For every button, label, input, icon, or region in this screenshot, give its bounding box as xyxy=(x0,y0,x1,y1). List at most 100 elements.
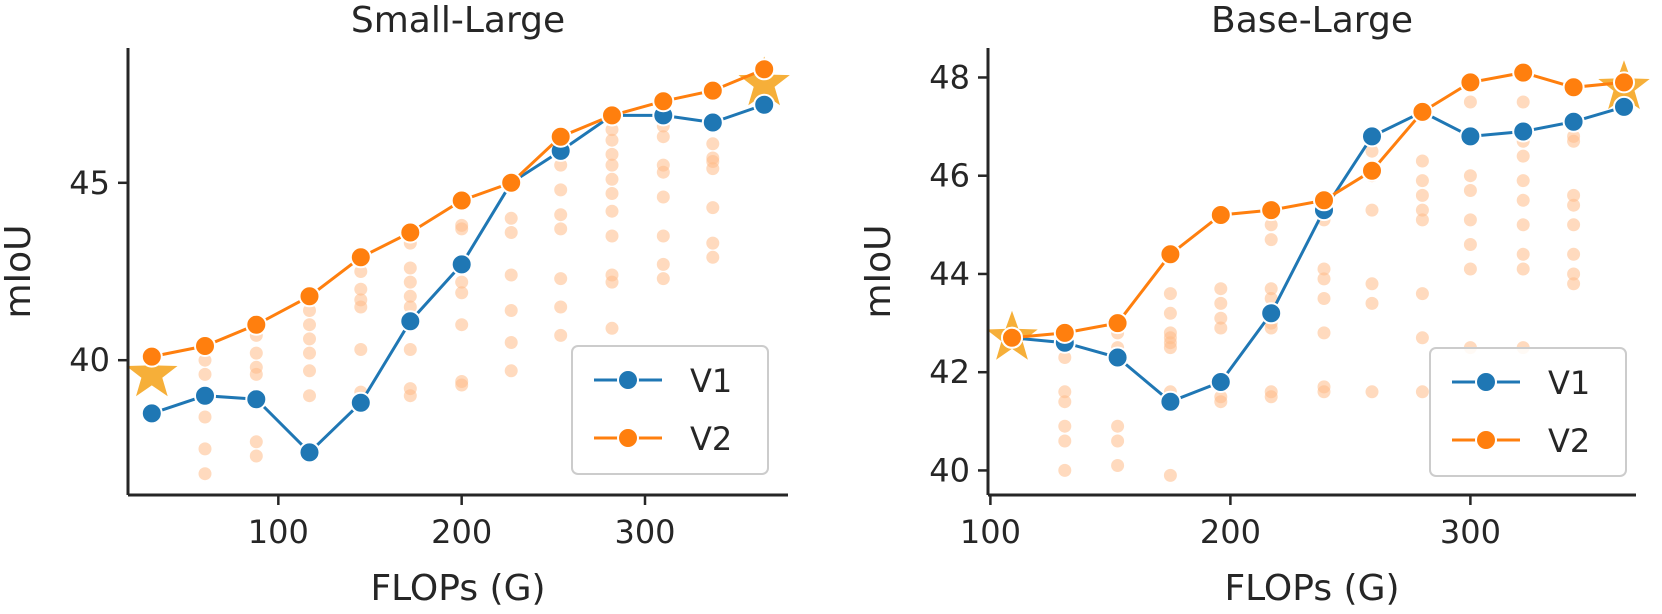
small-large-y-tick-label: 45 xyxy=(69,164,110,202)
base-large-scatter-point xyxy=(1264,321,1278,335)
base-large-scatter-point xyxy=(1567,247,1581,261)
small-large-scatter-point xyxy=(198,442,212,456)
base-large-legend-label: V2 xyxy=(1548,422,1590,460)
small-large-v2-point xyxy=(450,189,473,212)
base-large-scatter-point xyxy=(1415,213,1429,227)
base-large-scatter-point xyxy=(1415,203,1429,217)
base-large-scatter-point xyxy=(1317,262,1331,276)
small-large-scatter-point xyxy=(354,343,368,356)
base-large-y-tick-label: 48 xyxy=(929,58,970,96)
small-large-scatter-point xyxy=(605,123,619,137)
small-large-v2-point xyxy=(601,104,623,127)
small-large-scatter-point xyxy=(403,289,417,303)
base-large-scatter-point xyxy=(1214,311,1228,325)
small-large-v2-point xyxy=(549,125,572,148)
base-large-scatter-point xyxy=(1567,188,1581,202)
base-large-v1-point xyxy=(1209,371,1232,393)
base-large-scatter-point xyxy=(1415,287,1429,301)
base-large-v1-point xyxy=(1613,95,1635,118)
small-large-title: Small-Large xyxy=(351,0,565,41)
small-large-star-marker xyxy=(738,56,790,106)
small-large-v2-point xyxy=(298,285,321,308)
base-large-scatter-point xyxy=(1463,184,1477,197)
small-large-v1-point xyxy=(450,253,473,276)
small-large-v2-point xyxy=(500,171,523,194)
base-large-v1-point xyxy=(1361,125,1383,148)
base-large-v2-point xyxy=(1411,100,1434,123)
small-large-v1-point xyxy=(753,93,776,116)
small-large-scatter-point xyxy=(554,272,568,286)
small-large-v1-point xyxy=(245,388,268,411)
small-large-legend-label: V2 xyxy=(690,420,732,458)
base-large-v1-point xyxy=(1260,302,1283,325)
base-large-x-tick-label: 100 xyxy=(960,513,1021,551)
base-large-scatter-point xyxy=(1516,174,1530,188)
base-large-x-axis-label: FLOPs (G) xyxy=(1224,568,1399,609)
small-large-scatter-point xyxy=(249,435,263,449)
base-large-legend-box xyxy=(1429,347,1627,477)
small-large-x-tick-label: 100 xyxy=(248,513,309,551)
small-large-scatter-point xyxy=(504,336,518,349)
small-large-scatter-point xyxy=(198,353,212,367)
base-large-scatter-point xyxy=(1111,434,1125,448)
small-large-v1-point xyxy=(140,402,163,425)
base-large-x-tick-label: 200 xyxy=(1200,513,1261,551)
small-large-scatter-point xyxy=(605,133,619,147)
base-large-legend-marker xyxy=(1475,429,1497,451)
base-large-scatter-point xyxy=(1365,203,1379,217)
base-large-scatter-point xyxy=(1415,174,1429,188)
base-large-v2-point xyxy=(1512,61,1535,84)
base-large-legend-marker xyxy=(1475,371,1497,393)
small-large-scatter-point xyxy=(656,272,670,286)
base-large-v1-point xyxy=(1159,390,1182,413)
small-large-scatter-point xyxy=(249,449,263,463)
base-large-scatter-point xyxy=(1516,95,1530,109)
base-large-scatter-point xyxy=(1264,282,1278,296)
small-large-scatter-point xyxy=(706,137,720,151)
small-large-scatter-point xyxy=(303,346,316,360)
small-large-v2-point xyxy=(652,90,675,113)
base-large-scatter-point xyxy=(1463,169,1477,183)
base-large-scatter-point xyxy=(1264,218,1278,232)
base-large-y-axis-label: mIoU xyxy=(858,224,899,318)
base-large-v1-point xyxy=(1459,125,1482,148)
base-large-scatter-point xyxy=(1264,292,1278,305)
small-large-x-axis-label: FLOPs (G) xyxy=(370,568,545,609)
small-large-legend-box xyxy=(571,345,769,475)
base-large-scatter-point xyxy=(1463,213,1477,227)
base-large-scatter-point xyxy=(1058,395,1072,409)
small-large-scatter-point xyxy=(198,367,212,381)
small-large-scatter-point xyxy=(403,261,417,275)
small-large-scatter-point xyxy=(605,204,619,218)
small-large-v1-point xyxy=(194,384,216,407)
small-large-scatter-point xyxy=(706,250,720,264)
small-large-legend-marker xyxy=(617,369,639,391)
small-large-scatter-point xyxy=(504,226,518,239)
small-large-y-axis-label: mIoU xyxy=(0,224,39,318)
small-large-legend-label: V1 xyxy=(690,362,732,400)
small-large-scatter-point xyxy=(554,222,568,236)
base-large-scatter-point xyxy=(1365,277,1379,291)
base-large-y-tick-label: 42 xyxy=(929,353,970,391)
base-large-scatter-point xyxy=(1567,277,1581,291)
base-large-scatter-point xyxy=(1463,262,1477,276)
base-large-v2-point xyxy=(1361,159,1383,182)
base-large-scatter-point xyxy=(1317,385,1331,399)
small-large-v2-point xyxy=(701,79,724,102)
small-large-v2-point xyxy=(399,221,422,244)
small-large-star-marker xyxy=(126,347,178,397)
base-large-scatter-point xyxy=(1058,434,1072,448)
small-large-v1-point xyxy=(701,111,724,134)
small-large-scatter-point xyxy=(455,318,469,332)
small-large-scatter-point xyxy=(605,229,619,243)
small-large-scatter-point xyxy=(605,172,619,186)
base-large-scatter-point xyxy=(1516,193,1530,207)
base-large-y-tick-label: 40 xyxy=(929,451,970,489)
small-large-scatter-point xyxy=(605,321,619,335)
small-large-v1-point xyxy=(349,391,372,414)
base-large-v2-point xyxy=(1106,312,1129,335)
small-large-scatter-point xyxy=(303,364,316,378)
base-large-scatter-point xyxy=(1365,144,1379,158)
base-large-scatter-point xyxy=(1264,233,1278,247)
base-large-y-tick-label: 46 xyxy=(929,157,970,195)
